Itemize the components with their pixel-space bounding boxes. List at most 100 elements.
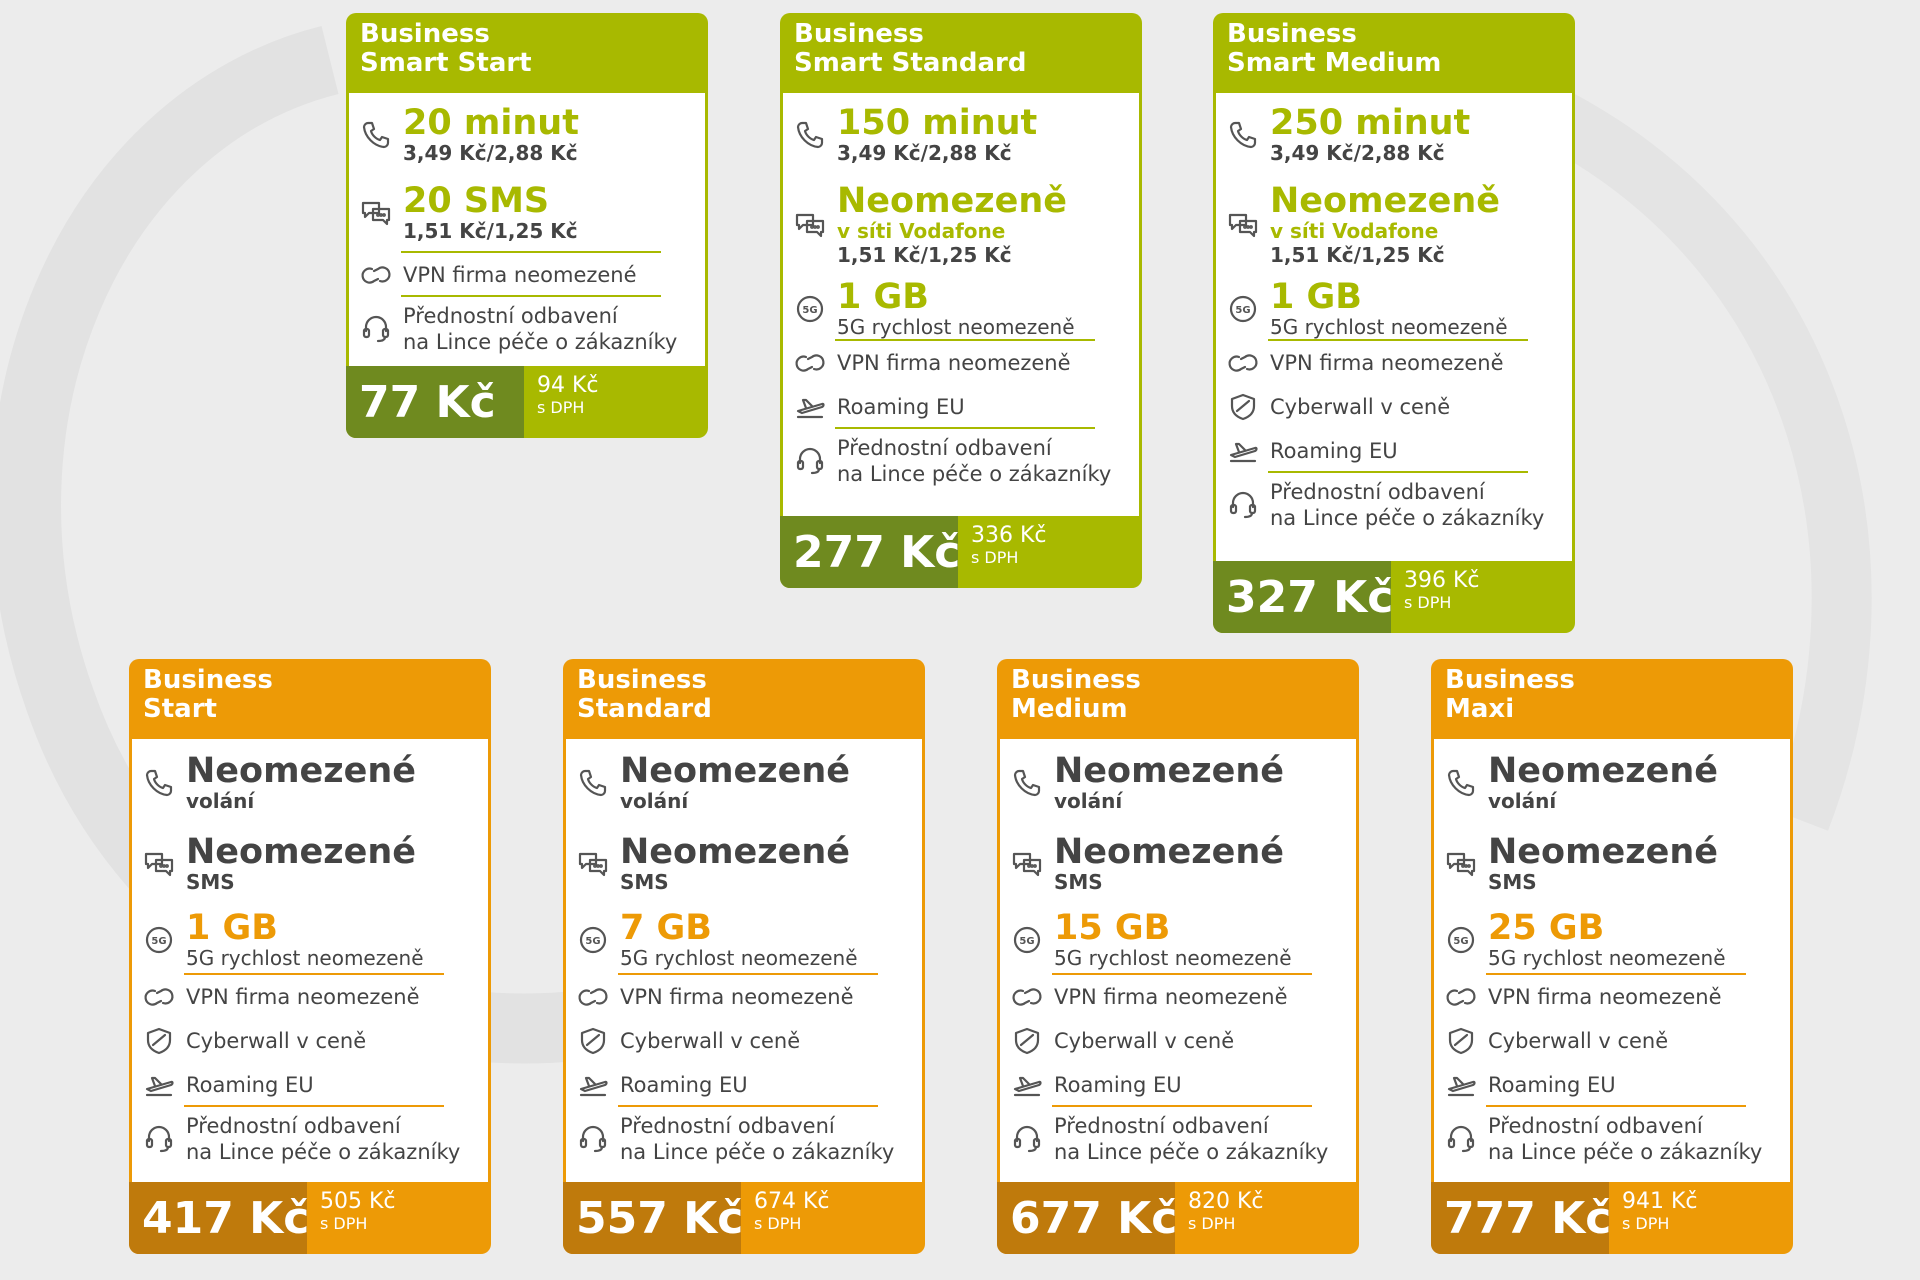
chat-bubbles-icon (783, 209, 837, 241)
price-monthly: 277 Kč (780, 516, 960, 588)
plan-card-medium[interactable]: Business Medium Neomezené volání Neomezen… (997, 659, 1359, 1254)
price-monthly: 77 Kč (346, 366, 524, 438)
price-with-vat: 396 Kč (1404, 568, 1480, 593)
vpn-link-icon (349, 259, 403, 291)
feature-sms: Neomezené SMS (1000, 823, 1356, 905)
vat-label: s DPH (754, 1214, 802, 1233)
phone-icon (1434, 767, 1488, 799)
plan-title: Business Maxi (1445, 665, 1575, 724)
headset-icon (1216, 489, 1270, 521)
vpn-link-icon (1000, 981, 1054, 1013)
divider (835, 427, 1095, 429)
divider (1486, 973, 1746, 975)
feature-sms: Neomezeně v síti Vodafone 1,51 Kč/1,25 Kč (1216, 173, 1572, 277)
price-monthly: 777 Kč (1431, 1182, 1611, 1254)
feature-calls: 250 minut 3,49 Kč/2,88 Kč (1216, 97, 1572, 173)
plan-card-start[interactable]: Business Start Neomezené volání Neomezené… (129, 659, 491, 1254)
feature-calls: Neomezené volání (132, 743, 488, 823)
phone-icon (566, 767, 620, 799)
feature-data: 5G 1 GB 5G rychlost neomezeně (783, 277, 1139, 341)
feature-support: Přednostní odbavení na Lince péče o zákaz… (1216, 473, 1572, 537)
divider (618, 973, 878, 975)
divider (184, 973, 444, 975)
feature-support: Přednostní odbavení na Lince péče o zákaz… (1434, 1107, 1790, 1171)
feature-support: Přednostní odbavení na Lince péče o zákaz… (132, 1107, 488, 1171)
chat-bubbles-icon (566, 848, 620, 880)
vpn-link-icon (1216, 347, 1270, 379)
divider (1486, 1105, 1746, 1107)
feature-support: Přednostní odbavení na Lince péče o zákaz… (783, 429, 1139, 493)
feature-vpn: VPN firma neomezeně (783, 341, 1139, 385)
price-with-vat: 505 Kč (320, 1189, 396, 1214)
vat-label: s DPH (971, 548, 1019, 567)
feature-cyberwall: Cyberwall v ceně (1000, 1019, 1356, 1063)
feature-data: 5G 25 GB 5G rychlost neomezeně (1434, 905, 1790, 975)
headset-icon (566, 1123, 620, 1155)
feature-sms: Neomezeně v síti Vodafone 1,51 Kč/1,25 Kč (783, 173, 1139, 277)
plan-card-standard[interactable]: Business Standard Neomezené volání Neomez… (563, 659, 925, 1254)
divider (1052, 973, 1312, 975)
price-bar: 77 Kč 94 Kč s DPH (346, 366, 708, 438)
plan-card-smart-start[interactable]: Business Smart Start 20 minut 3,49 Kč/2,8… (346, 13, 708, 438)
divider (401, 295, 661, 297)
phone-icon (1216, 119, 1270, 151)
feature-calls: Neomezené volání (1000, 743, 1356, 823)
plan-title: Business Smart Medium (1227, 19, 1442, 78)
headset-icon (1000, 1123, 1054, 1155)
plan-title: Business Smart Standard (794, 19, 1027, 78)
headset-icon (349, 313, 403, 345)
5g-icon: 5G (1000, 924, 1054, 956)
feature-calls: 150 minut 3,49 Kč/2,88 Kč (783, 97, 1139, 173)
shield-icon (1216, 391, 1270, 423)
airplane-icon (1216, 435, 1270, 467)
plan-features: Neomezené volání Neomezené SMS 5G 1 GB 5G r… (132, 739, 488, 1182)
headset-icon (1434, 1123, 1488, 1155)
chat-bubbles-icon (349, 197, 403, 229)
feature-roaming: Roaming EU (1434, 1063, 1790, 1107)
feature-roaming: Roaming EU (783, 385, 1139, 429)
feature-data: 5G 1 GB 5G rychlost neomezeně (1216, 277, 1572, 341)
phone-icon (132, 767, 186, 799)
price-monthly: 677 Kč (997, 1182, 1177, 1254)
divider (1268, 339, 1528, 341)
headset-icon (783, 445, 837, 477)
price-bar: 417 Kč 505 Kč s DPH (129, 1182, 491, 1254)
feature-cyberwall: Cyberwall v ceně (566, 1019, 922, 1063)
svg-text:5G: 5G (1019, 936, 1034, 947)
shield-icon (1000, 1025, 1054, 1057)
price-bar: 277 Kč 336 Kč s DPH (780, 516, 1142, 588)
feature-data: 5G 7 GB 5G rychlost neomezeně (566, 905, 922, 975)
plan-title: Business Medium (1011, 665, 1141, 724)
divider (1052, 1105, 1312, 1107)
feature-calls: Neomezené volání (1434, 743, 1790, 823)
chat-bubbles-icon (1434, 848, 1488, 880)
airplane-icon (132, 1069, 186, 1101)
plan-features: Neomezené volání Neomezené SMS 5G 25 GB 5G … (1434, 739, 1790, 1182)
shield-icon (1434, 1025, 1488, 1057)
svg-text:5G: 5G (802, 305, 817, 316)
feature-cyberwall: Cyberwall v ceně (1216, 385, 1572, 429)
divider (835, 339, 1095, 341)
price-with-vat: 336 Kč (971, 523, 1047, 548)
5g-icon: 5G (132, 924, 186, 956)
plan-features: 150 minut 3,49 Kč/2,88 Kč Neomezeně v síti… (783, 93, 1139, 516)
plan-card-smart-standard[interactable]: Business Smart Standard 150 minut 3,49 Kč… (780, 13, 1142, 588)
feature-data: 5G 1 GB 5G rychlost neomezeně (132, 905, 488, 975)
shield-icon (566, 1025, 620, 1057)
feature-sms: Neomezené SMS (566, 823, 922, 905)
5g-icon: 5G (783, 293, 837, 325)
vat-label: s DPH (320, 1214, 368, 1233)
feature-sms: 20 SMS 1,51 Kč/1,25 Kč (349, 173, 705, 253)
feature-vpn: VPN firma neomezené (349, 253, 705, 297)
plan-card-smart-medium[interactable]: Business Smart Medium 250 minut 3,49 Kč/2… (1213, 13, 1575, 633)
price-with-vat: 94 Kč (537, 373, 599, 398)
price-bar: 677 Kč 820 Kč s DPH (997, 1182, 1359, 1254)
phone-icon (783, 119, 837, 151)
5g-icon: 5G (566, 924, 620, 956)
divider (184, 1105, 444, 1107)
feature-cyberwall: Cyberwall v ceně (132, 1019, 488, 1063)
price-monthly: 417 Kč (129, 1182, 309, 1254)
phone-icon (1000, 767, 1054, 799)
plan-card-maxi[interactable]: Business Maxi Neomezené volání Neomezené S… (1431, 659, 1793, 1254)
plan-title: Business Smart Start (360, 19, 532, 78)
